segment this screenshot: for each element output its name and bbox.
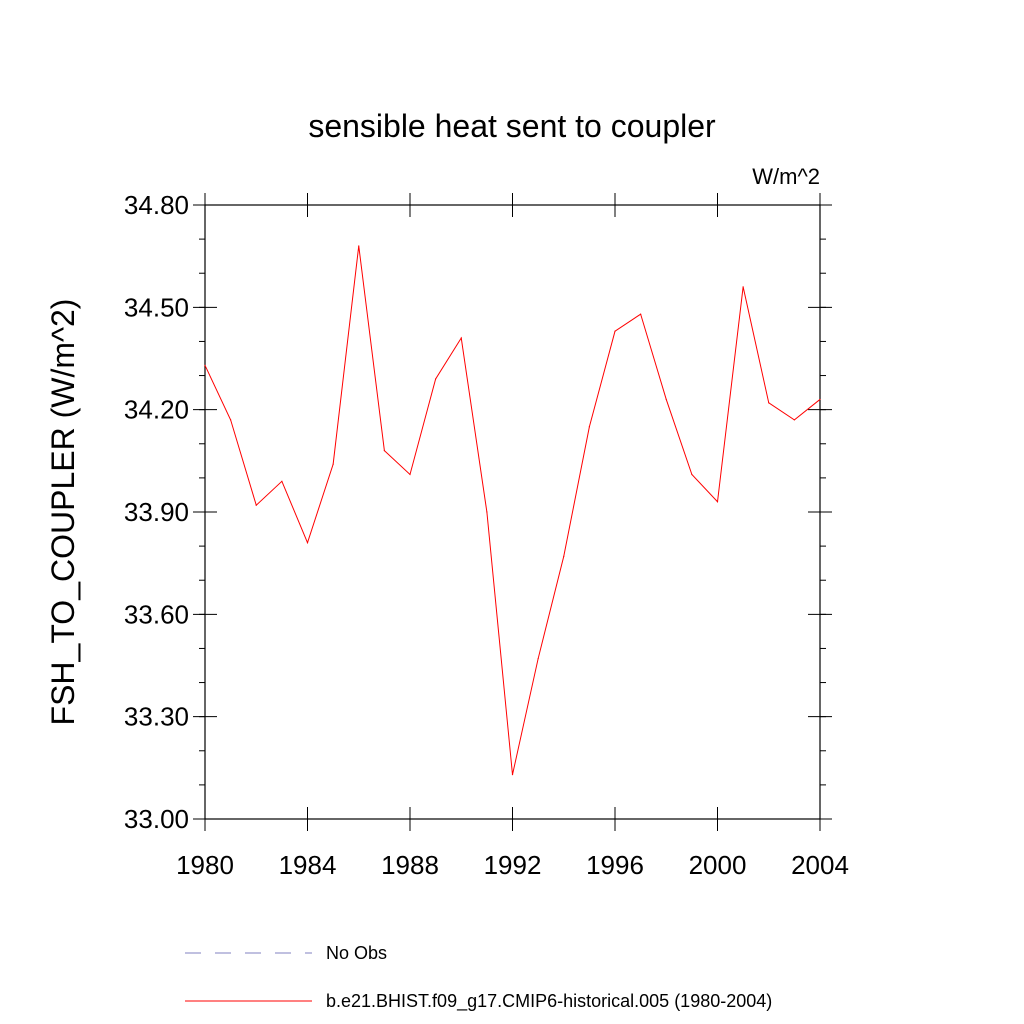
data-point	[640, 313, 642, 315]
y-tick-label: 34.20	[124, 395, 189, 425]
data-point	[768, 402, 770, 404]
legend: No Obs b.e21.BHIST.f09_g17.CMIP6-histori…	[185, 943, 772, 1012]
data-point	[486, 511, 488, 513]
data-point	[665, 398, 667, 401]
y-tick-label: 34.50	[124, 292, 189, 322]
data-point	[306, 542, 309, 544]
data-point	[588, 426, 590, 428]
x-tick-label: 1988	[381, 850, 439, 880]
legend-label-no-obs: No Obs	[326, 943, 387, 963]
y-tick-label: 33.00	[124, 804, 189, 834]
y-tick-label: 33.60	[124, 599, 189, 629]
plot-frame	[204, 204, 821, 820]
data-point	[537, 658, 539, 660]
x-tick-label: 2004	[791, 850, 849, 880]
data-point	[511, 774, 514, 776]
data-point	[691, 473, 693, 476]
units-label: W/m^2	[752, 164, 820, 189]
y-tick-label: 34.80	[124, 190, 189, 220]
y-axis-label: FSH_TO_COUPLER (W/m^2)	[45, 299, 81, 726]
series-line	[204, 245, 821, 775]
series-group	[204, 245, 821, 776]
data-point	[358, 245, 360, 247]
y-tick-label: 33.30	[124, 702, 189, 732]
data-point	[255, 504, 257, 506]
legend-label-model: b.e21.BHIST.f09_g17.CMIP6-historical.005…	[326, 991, 772, 1012]
data-point	[383, 450, 385, 452]
data-point	[563, 555, 565, 557]
x-tick-label: 1980	[176, 850, 234, 880]
data-point	[409, 473, 411, 476]
data-point	[204, 364, 206, 366]
data-point	[742, 286, 744, 288]
x-tick-labels: 1980 1984 1988 1992 1996 2000 2004	[176, 850, 849, 880]
data-point	[332, 463, 334, 465]
axis-ticks	[193, 193, 832, 831]
y-tick-labels: 33.00 33.30 33.60 33.90 34.20 34.50 34.80	[124, 190, 189, 834]
data-point	[230, 419, 232, 421]
data-point	[716, 501, 719, 503]
x-tick-label: 2000	[689, 850, 747, 880]
data-point	[614, 330, 616, 332]
x-tick-label: 1992	[484, 850, 542, 880]
chart-title: sensible heat sent to coupler	[308, 108, 716, 144]
data-point	[460, 337, 462, 339]
data-point	[819, 398, 821, 401]
y-tick-label: 33.90	[124, 497, 189, 527]
data-point	[793, 419, 795, 421]
x-tick-label: 1984	[279, 850, 337, 880]
data-point	[281, 480, 283, 482]
data-point	[435, 378, 437, 380]
x-tick-label: 1996	[586, 850, 644, 880]
